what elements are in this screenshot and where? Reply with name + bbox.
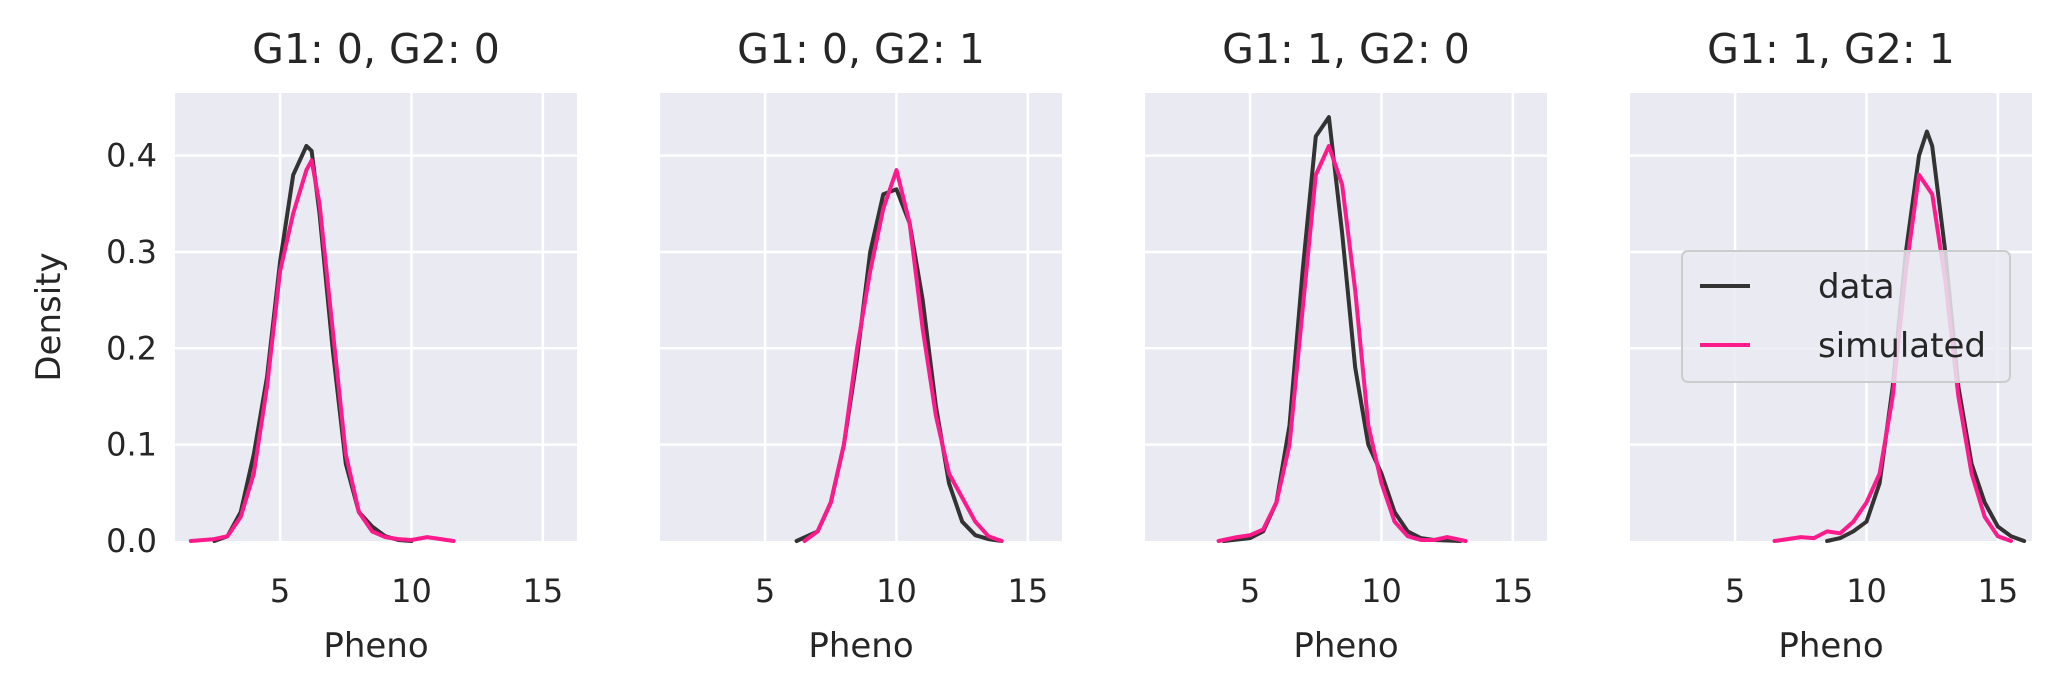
panel-title: G1: 0, G2: 1 <box>737 25 985 73</box>
series-line-simulated <box>1216 144 1468 543</box>
panel-4: G1: 1, G2: 1 5 10 15 Pheno data simulated <box>1630 25 2032 666</box>
y-tick-label: 0.2 <box>106 329 157 367</box>
x-tick-label: 5 <box>1240 572 1260 610</box>
x-tick-label: 15 <box>522 572 563 610</box>
plot-background <box>175 93 577 541</box>
series-line-simulated <box>1772 172 2013 543</box>
x-tick-label: 10 <box>1361 572 1402 610</box>
y-tick-label: 0.0 <box>106 522 157 560</box>
legend-entry-simulated-label: simulated <box>1818 326 1986 366</box>
x-tick-label: 10 <box>391 572 432 610</box>
x-tick-label: 15 <box>1007 572 1048 610</box>
x-tick-label: 5 <box>270 572 290 610</box>
panel-3: G1: 1, G2: 0 5 10 15 Pheno <box>1145 25 1547 666</box>
panel-1: G1: 0, G2: 0 5 10 15 Pheno 0.0 0.1 0.2 0.3 0.4 Den… <box>29 25 577 666</box>
x-axis-label: Pheno <box>1293 626 1398 666</box>
x-tick-label: 10 <box>1846 572 1887 610</box>
panel-2: G1: 0, G2: 1 5 10 15 Pheno <box>660 25 1062 666</box>
series-line-data <box>1825 129 2027 543</box>
x-tick-label: 15 <box>1492 572 1533 610</box>
x-axis-label: Pheno <box>1778 626 1883 666</box>
x-tick-label: 5 <box>755 572 775 610</box>
x-tick-label: 15 <box>1977 572 2018 610</box>
series-line-data <box>212 144 414 543</box>
panel-title: G1: 0, G2: 0 <box>252 25 500 73</box>
x-tick-label: 10 <box>876 572 917 610</box>
x-tick-label: 5 <box>1725 572 1745 610</box>
legend: data simulated <box>1681 250 2011 383</box>
x-axis-label: Pheno <box>323 626 428 666</box>
y-tick-label: 0.4 <box>106 137 157 175</box>
series-line-simulated <box>802 168 1004 543</box>
panel-title: G1: 1, G2: 1 <box>1707 25 1955 73</box>
y-axis-label: Density <box>29 252 69 381</box>
plot-background <box>1145 93 1547 541</box>
legend-box <box>1681 250 2011 383</box>
series-line-simulated <box>188 158 456 543</box>
panel-title: G1: 1, G2: 0 <box>1222 25 1470 73</box>
x-axis-label: Pheno <box>808 626 913 666</box>
legend-entry-data-label: data <box>1818 267 1895 307</box>
y-tick-label: 0.3 <box>106 233 157 271</box>
y-tick-label: 0.1 <box>106 426 157 464</box>
